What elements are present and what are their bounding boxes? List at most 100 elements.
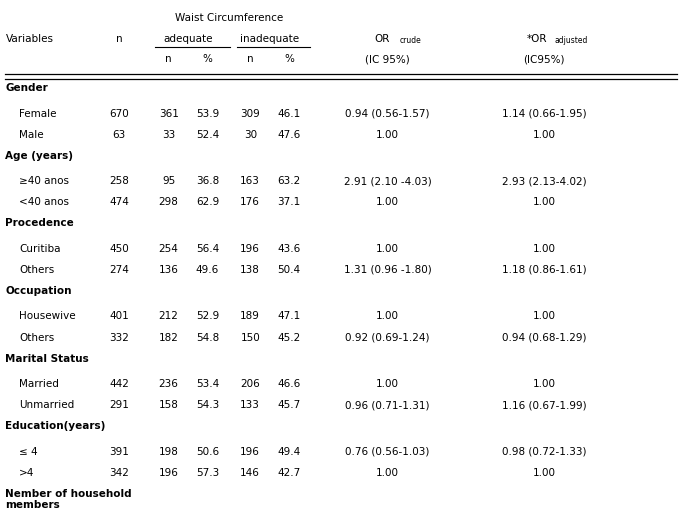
Text: 46.6: 46.6	[277, 379, 301, 389]
Text: 0.94 (0.56-1.57): 0.94 (0.56-1.57)	[345, 109, 430, 119]
Text: n: n	[247, 54, 254, 64]
Text: %: %	[203, 54, 212, 64]
Text: 95: 95	[162, 176, 175, 186]
Text: n: n	[165, 54, 172, 64]
Text: 196: 196	[240, 447, 260, 457]
Text: 1.00: 1.00	[376, 244, 399, 254]
Text: (IC95%): (IC95%)	[523, 54, 565, 64]
Text: adjusted: adjusted	[554, 36, 588, 45]
Text: 236: 236	[158, 379, 179, 389]
Text: ≥40 anos: ≥40 anos	[19, 176, 69, 186]
Text: 1.00: 1.00	[376, 197, 399, 208]
Text: 0.92 (0.69-1.24): 0.92 (0.69-1.24)	[345, 333, 430, 343]
Text: 670: 670	[109, 109, 129, 119]
Text: 36.8: 36.8	[196, 176, 219, 186]
Text: 2.91 (2.10 -4.03): 2.91 (2.10 -4.03)	[343, 176, 432, 186]
Text: *OR: *OR	[527, 34, 547, 44]
Text: 182: 182	[158, 333, 179, 343]
Text: Variables: Variables	[5, 34, 54, 44]
Text: Education(years): Education(years)	[5, 421, 106, 431]
Text: 342: 342	[109, 468, 129, 478]
Text: 30: 30	[243, 130, 257, 140]
Text: 146: 146	[240, 468, 260, 478]
Text: inadequate: inadequate	[241, 34, 299, 44]
Text: 1.00: 1.00	[376, 379, 399, 389]
Text: Unmarried: Unmarried	[19, 400, 74, 410]
Text: Housewive: Housewive	[19, 312, 75, 322]
Text: 54.3: 54.3	[196, 400, 219, 410]
Text: 136: 136	[158, 265, 179, 275]
Text: ≤ 4: ≤ 4	[19, 447, 37, 457]
Text: Gender: Gender	[5, 83, 48, 93]
Text: >4: >4	[19, 468, 35, 478]
Text: 1.14 (0.66-1.95): 1.14 (0.66-1.95)	[502, 109, 586, 119]
Text: %: %	[284, 54, 294, 64]
Text: Waist Circumference: Waist Circumference	[175, 13, 284, 23]
Text: 0.98 (0.72-1.33): 0.98 (0.72-1.33)	[502, 447, 586, 457]
Text: 53.9: 53.9	[196, 109, 219, 119]
Text: 52.4: 52.4	[196, 130, 219, 140]
Text: 56.4: 56.4	[196, 244, 219, 254]
Text: Age (years): Age (years)	[5, 151, 73, 161]
Text: 291: 291	[109, 400, 129, 410]
Text: 150: 150	[240, 333, 260, 343]
Text: 206: 206	[240, 379, 260, 389]
Text: Curitiba: Curitiba	[19, 244, 61, 254]
Text: 138: 138	[240, 265, 260, 275]
Text: OR: OR	[374, 34, 390, 44]
Text: 254: 254	[158, 244, 179, 254]
Text: 45.7: 45.7	[277, 400, 301, 410]
Text: 274: 274	[109, 265, 129, 275]
Text: 401: 401	[109, 312, 129, 322]
Text: 212: 212	[158, 312, 179, 322]
Text: 1.00: 1.00	[532, 197, 556, 208]
Text: (IC 95%): (IC 95%)	[365, 54, 410, 64]
Text: 1.16 (0.67-1.99): 1.16 (0.67-1.99)	[502, 400, 586, 410]
Text: Occupation: Occupation	[5, 286, 72, 296]
Text: 391: 391	[109, 447, 129, 457]
Text: 189: 189	[240, 312, 260, 322]
Text: 176: 176	[240, 197, 260, 208]
Text: 1.00: 1.00	[376, 312, 399, 322]
Text: 1.18 (0.86-1.61): 1.18 (0.86-1.61)	[502, 265, 586, 275]
Text: 63: 63	[112, 130, 126, 140]
Text: Female: Female	[19, 109, 56, 119]
Text: 53.4: 53.4	[196, 379, 219, 389]
Text: 163: 163	[240, 176, 260, 186]
Text: 37.1: 37.1	[277, 197, 301, 208]
Text: 45.2: 45.2	[277, 333, 301, 343]
Text: 309: 309	[240, 109, 260, 119]
Text: Marital Status: Marital Status	[5, 354, 89, 364]
Text: Others: Others	[19, 333, 54, 343]
Text: Others: Others	[19, 265, 54, 275]
Text: 47.1: 47.1	[277, 312, 301, 322]
Text: 63.2: 63.2	[277, 176, 301, 186]
Text: adequate: adequate	[163, 34, 212, 44]
Text: Procedence: Procedence	[5, 219, 74, 229]
Text: 1.00: 1.00	[532, 468, 556, 478]
Text: 47.6: 47.6	[277, 130, 301, 140]
Text: <40 anos: <40 anos	[19, 197, 69, 208]
Text: Male: Male	[19, 130, 44, 140]
Text: 0.96 (0.71-1.31): 0.96 (0.71-1.31)	[345, 400, 430, 410]
Text: crude: crude	[400, 36, 422, 45]
Text: 196: 196	[240, 244, 260, 254]
Text: 2.93 (2.13-4.02): 2.93 (2.13-4.02)	[502, 176, 586, 186]
Text: 42.7: 42.7	[277, 468, 301, 478]
Text: 158: 158	[158, 400, 179, 410]
Text: 57.3: 57.3	[196, 468, 219, 478]
Text: 361: 361	[158, 109, 179, 119]
Text: 49.6: 49.6	[196, 265, 219, 275]
Text: 62.9: 62.9	[196, 197, 219, 208]
Text: 33: 33	[162, 130, 175, 140]
Text: 1.31 (0.96 -1.80): 1.31 (0.96 -1.80)	[343, 265, 432, 275]
Text: 1.00: 1.00	[376, 130, 399, 140]
Text: 450: 450	[109, 244, 129, 254]
Text: Married: Married	[19, 379, 59, 389]
Text: 258: 258	[109, 176, 129, 186]
Text: 298: 298	[158, 197, 179, 208]
Text: 1.00: 1.00	[532, 312, 556, 322]
Text: 50.4: 50.4	[277, 265, 301, 275]
Text: 196: 196	[158, 468, 179, 478]
Text: 46.1: 46.1	[277, 109, 301, 119]
